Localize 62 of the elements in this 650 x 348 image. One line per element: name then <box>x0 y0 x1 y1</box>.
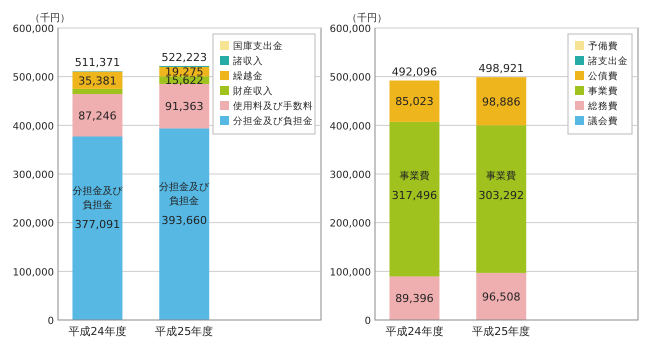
y-tick-label: 400,000 <box>330 121 371 132</box>
y-tick-label: 300,000 <box>330 170 371 181</box>
x-tick-label: 平成25年度 <box>472 325 530 338</box>
bar <box>476 272 526 320</box>
y-tick-label: 0 <box>48 316 54 327</box>
y-axis-title: （千円） <box>30 12 70 24</box>
legend-label: 国庫支出金 <box>233 40 283 52</box>
data-label: 85,023 <box>395 95 434 108</box>
data-label: 91,363 <box>164 100 204 114</box>
y-tick-label: 600,000 <box>12 24 54 35</box>
data-label: 89,396 <box>395 292 434 306</box>
data-label: 377,091 <box>74 218 120 232</box>
data-label: 87,246 <box>78 109 117 122</box>
annotation: 事業費 <box>486 170 516 182</box>
bar <box>72 88 122 94</box>
total-label: 492,096 <box>392 66 438 79</box>
bar <box>389 122 440 276</box>
legend-label: 事業費 <box>588 85 618 97</box>
y-tick-label: 0 <box>364 316 371 327</box>
data-label: 96,508 <box>482 290 520 304</box>
y-tick-label: 200,000 <box>330 218 371 230</box>
bar <box>159 128 210 320</box>
y-tick-label: 100,000 <box>330 267 371 278</box>
y-tick-label: 500,000 <box>12 72 54 84</box>
bar <box>72 94 122 136</box>
bar <box>159 84 210 128</box>
total-label: 522,223 <box>161 50 207 64</box>
data-label: 393,660 <box>161 214 207 228</box>
y-tick-label: 400,000 <box>12 121 54 132</box>
y-tick-label: 500,000 <box>330 72 371 84</box>
bar <box>72 136 122 320</box>
legend-label: 公債費 <box>588 70 618 82</box>
annotation: 分担金及び負担金 <box>72 185 124 212</box>
y-tick-label: 100,000 <box>12 267 54 278</box>
legend-label: 繰越金 <box>232 70 263 82</box>
data-label: 317,496 <box>392 189 438 202</box>
bar <box>476 125 526 273</box>
x-tick-label: 平成24年度 <box>68 325 126 338</box>
legend-label: 諸支出金 <box>588 55 628 67</box>
annotation: 事業費 <box>399 170 430 182</box>
legend-label: 諸収入 <box>233 55 263 67</box>
legend-label: 予備費 <box>588 40 618 52</box>
data-label: 35,381 <box>78 74 117 88</box>
data-label: 303,292 <box>478 189 524 202</box>
bar <box>389 276 440 320</box>
data-label: 98,886 <box>482 95 520 108</box>
x-tick-label: 平成25年度 <box>155 325 214 338</box>
total-label: 498,921 <box>478 62 524 76</box>
y-axis-title: （千円） <box>347 12 387 24</box>
legend-label: 使用料及び手数料 <box>233 100 313 112</box>
y-tick-label: 600,000 <box>330 24 371 35</box>
legend-label: 財産収入 <box>233 85 273 97</box>
y-tick-label: 200,000 <box>12 218 54 230</box>
total-label: 511,371 <box>74 56 120 70</box>
legend-label: 分担金及び負担金 <box>233 115 313 127</box>
x-tick-label: 平成24年度 <box>385 325 444 338</box>
y-tick-label: 300,000 <box>12 170 54 181</box>
legend-label: 総務費 <box>587 100 618 112</box>
annotation: 分担金及び負担金 <box>159 181 210 208</box>
legend-label: 議会費 <box>588 115 618 127</box>
bar <box>389 80 440 122</box>
bar <box>476 77 526 126</box>
